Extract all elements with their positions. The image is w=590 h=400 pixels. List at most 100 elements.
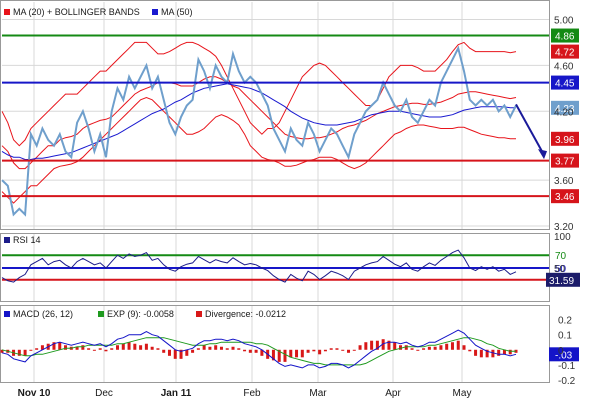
divergence-bar <box>248 349 252 353</box>
divergence-bar <box>433 346 437 350</box>
divergence-bar <box>162 349 166 353</box>
ma50-legend-label: MA (50) <box>161 7 193 17</box>
divergence-bar <box>277 349 281 362</box>
ma20-legend-label: MA (20) + BOLLINGER BANDS <box>13 7 140 17</box>
divergence-bar <box>445 343 449 350</box>
divergence-bar <box>237 348 241 350</box>
divergence-bar <box>502 349 506 355</box>
divergence-bar <box>306 349 310 353</box>
macd-value-badge-label: -.03 <box>555 350 573 361</box>
divergence-bar <box>40 345 44 350</box>
divergence-bar <box>17 349 21 356</box>
divergence-bar <box>347 349 351 353</box>
price-legend: MA (20) + BOLLINGER BANDS MA (50) <box>4 7 193 17</box>
divergence-bar <box>110 348 114 350</box>
grid-layer <box>2 2 549 382</box>
rsi-value-badge-label: 31.59 <box>549 276 574 287</box>
divergence-bar <box>312 349 316 352</box>
divergence-bar <box>196 348 200 350</box>
divergence-bar <box>173 349 177 359</box>
ma50-legend-swatch <box>152 9 158 15</box>
level-badge <box>551 131 579 146</box>
price-y-tick: 3.60 <box>554 176 574 187</box>
exp-legend-label: EXP (9): -0.0058 <box>107 309 174 319</box>
divergence-bar <box>450 342 454 350</box>
divergence-bar <box>116 345 120 350</box>
exp-line <box>1 337 516 366</box>
ma50-line <box>1 83 516 160</box>
macd-value-badge <box>549 347 579 362</box>
divergence-bar <box>260 349 264 356</box>
macd-legend-label: MACD (26, 12) <box>13 309 73 319</box>
price-y-tick: 4.20 <box>554 107 574 118</box>
divergence-bar <box>23 349 27 356</box>
divergence-bar <box>75 346 79 350</box>
divergence-bar <box>179 349 183 359</box>
divergence-bar <box>474 349 478 356</box>
divergence-bar <box>416 349 420 351</box>
divergence-bar <box>358 345 362 350</box>
divergence-bar <box>323 349 327 352</box>
level-badge <box>551 75 579 90</box>
divergence-legend-swatch <box>196 311 202 317</box>
rsi-legend-swatch <box>4 237 10 243</box>
macd-y-tick: 0.1 <box>558 331 572 342</box>
bollinger-lower-line <box>1 96 516 204</box>
divergence-bar <box>352 349 356 351</box>
level-badge <box>551 189 579 204</box>
divergence-bar <box>398 345 402 350</box>
rsi-level-label: 70 <box>555 251 567 262</box>
x-tick-label: Dec <box>95 388 113 399</box>
macd-legend: MACD (26, 12) EXP (9): -0.0058 Divergenc… <box>4 309 286 319</box>
divergence-bar <box>375 340 379 350</box>
macd-y-tick: 0 <box>558 346 564 357</box>
divergence-bar <box>219 346 223 350</box>
divergence-bar <box>254 349 258 353</box>
divergence-bar <box>393 342 397 350</box>
divergence-bar <box>133 343 137 350</box>
divergence-bar <box>341 349 345 351</box>
macd-legend-swatch <box>4 311 10 317</box>
macd-y-tick: 0.2 <box>558 316 572 327</box>
divergence-bar <box>479 349 483 358</box>
divergence-bar <box>208 346 212 350</box>
divergence-bar <box>439 345 443 350</box>
divergence-bar <box>404 345 408 350</box>
divergence-bar <box>422 348 426 350</box>
x-tick-label: Apr <box>385 388 401 399</box>
divergence-bar <box>202 345 206 350</box>
divergence-bar <box>491 349 495 358</box>
divergence-bar <box>58 342 62 350</box>
rsi-y-tick: 100 <box>554 232 571 243</box>
level-badge-label: 4.86 <box>555 32 575 43</box>
divergence-bar <box>81 345 85 350</box>
divergence-bar <box>64 345 68 350</box>
price-y-tick: 5.00 <box>554 15 574 26</box>
divergence-bar <box>387 340 391 350</box>
level-badge <box>551 44 579 59</box>
level-badge-label: 4.45 <box>555 79 575 90</box>
rsi-y-tick: 50 <box>554 264 566 275</box>
level-badge <box>551 153 579 168</box>
price-y-tick: 4.60 <box>554 61 574 72</box>
divergence-bar <box>295 349 299 358</box>
x-tick-label: Feb <box>243 388 261 399</box>
x-tick-label: May <box>453 388 472 399</box>
divergence-bar <box>427 346 431 350</box>
divergence-bar <box>456 340 460 350</box>
rsi-legend-label: RSI 14 <box>13 235 41 245</box>
divergence-bar <box>462 345 466 350</box>
divergence-bar <box>318 349 322 355</box>
divergence-bar <box>508 349 512 355</box>
x-tick-label: Mar <box>309 388 327 399</box>
divergence-bar <box>381 339 385 350</box>
divergence-bar <box>0 349 4 353</box>
exp-legend-swatch <box>98 311 104 317</box>
price-line <box>1 45 517 217</box>
ma20-legend-swatch <box>4 9 10 15</box>
macd-layer: -.03 <box>0 329 579 369</box>
divergence-bar <box>271 349 275 361</box>
rsi-value-badge <box>546 272 580 287</box>
rsi-legend: RSI 14 <box>4 235 41 245</box>
divergence-bar <box>92 349 96 351</box>
